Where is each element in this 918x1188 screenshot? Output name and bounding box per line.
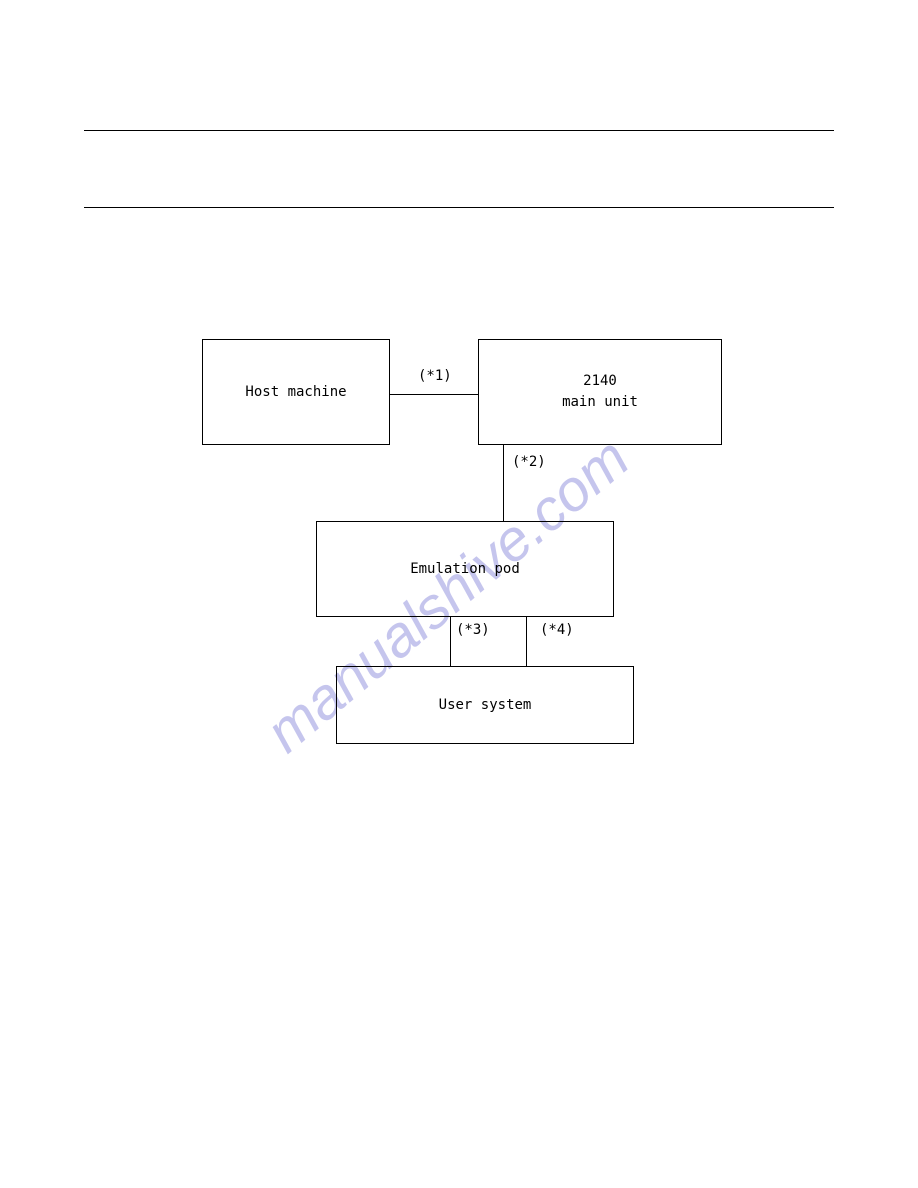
node-mainunit-line-0: 2140 xyxy=(583,371,617,392)
hr-top-1 xyxy=(84,130,834,131)
edge-e4 xyxy=(526,617,527,666)
edge-e3 xyxy=(450,617,451,666)
edge-label-e2: (*2) xyxy=(512,454,546,470)
edge-e2 xyxy=(503,445,504,521)
hr-top-2 xyxy=(84,207,834,208)
node-pod-line-0: Emulation pod xyxy=(410,559,520,580)
edge-label-e4: (*4) xyxy=(540,622,574,638)
edge-label-e3: (*3) xyxy=(456,622,490,638)
node-user-line-0: User system xyxy=(439,695,532,716)
edge-e1 xyxy=(390,394,478,395)
node-pod: Emulation pod xyxy=(316,521,614,617)
node-host: Host machine xyxy=(202,339,390,445)
node-host-line-0: Host machine xyxy=(245,382,346,403)
node-mainunit: 2140main unit xyxy=(478,339,722,445)
node-user: User system xyxy=(336,666,634,744)
node-mainunit-line-1: main unit xyxy=(562,392,638,413)
edge-label-e1: (*1) xyxy=(418,368,452,384)
